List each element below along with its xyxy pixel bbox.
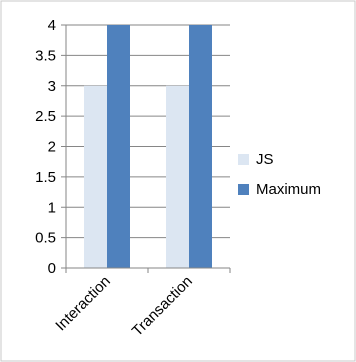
bar-maximum-interaction — [107, 25, 130, 268]
y-tick-label: 0 — [48, 260, 56, 277]
legend: JS Maximum — [238, 151, 321, 198]
y-tick-label: 3 — [48, 78, 56, 95]
y-tick-label: 2 — [48, 139, 56, 156]
y-tick-label: 4 — [48, 17, 56, 34]
legend-label-maximum: Maximum — [256, 181, 321, 198]
y-tick-label: 2.5 — [35, 108, 56, 125]
y-tick-label: 1.5 — [35, 169, 56, 186]
bar-maximum-transaction — [189, 25, 212, 268]
y-tick-label: 3.5 — [35, 47, 56, 64]
bars — [84, 25, 212, 268]
bar-js-transaction — [166, 85, 189, 268]
bar-js-interaction — [84, 85, 107, 268]
legend-label-js: JS — [256, 151, 274, 168]
legend-swatch-maximum — [238, 184, 249, 195]
legend-swatch-js — [238, 154, 249, 165]
axes — [61, 24, 231, 273]
y-tick-label: 0.5 — [35, 230, 56, 247]
y-tick-label: 1 — [48, 199, 56, 216]
